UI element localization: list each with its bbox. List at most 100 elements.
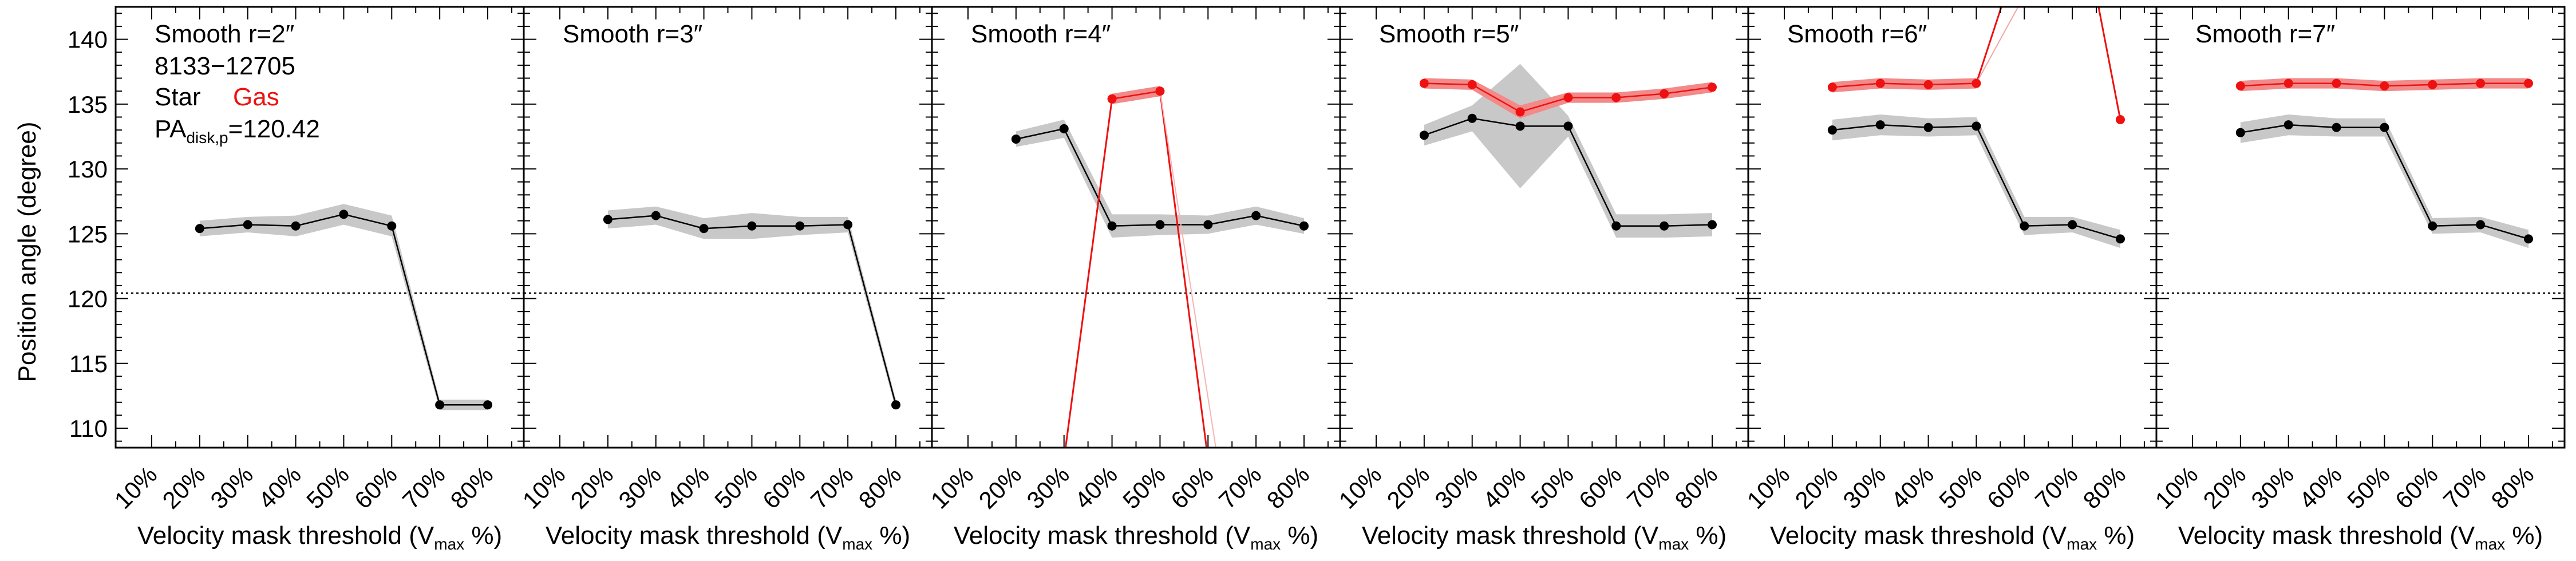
legend-gas: Gas (233, 83, 279, 111)
x-tick-label: 50% (1526, 461, 1579, 514)
x-tick-label: 40% (1477, 461, 1531, 514)
star-point (1660, 221, 1669, 231)
panel-title: Smooth r=5″ (1379, 20, 1519, 48)
star-point (1107, 221, 1117, 231)
x-tick-label: 80% (2078, 461, 2131, 514)
x-tick-label: 20% (2198, 461, 2251, 514)
x-tick-label: 60% (2390, 461, 2443, 514)
panel-title: Smooth r=2″ (155, 20, 294, 48)
x-axis-label: Velocity mask threshold (Vmax %) (2178, 522, 2543, 553)
x-tick-label: 30% (1021, 461, 1074, 514)
x-tick-label: 50% (1934, 461, 1987, 514)
panel-title: Smooth r=6″ (1787, 20, 1927, 48)
gas-line (1832, 82, 1977, 88)
gas-outlier-line (2097, 7, 2121, 120)
series-star (1011, 120, 1309, 238)
y-tick-label: 135 (68, 91, 108, 118)
star-point (1563, 121, 1573, 131)
star-point (795, 221, 805, 231)
series-star (1827, 114, 2125, 248)
x-tick-label: 30% (1429, 461, 1483, 514)
x-tick-label: 50% (709, 461, 762, 514)
legend-galaxy-id: 8133−12705 (155, 52, 295, 80)
gas-point (2524, 78, 2533, 88)
gas-outlier-line (1159, 91, 1216, 448)
x-axis-label: Velocity mask threshold (Vmax %) (1770, 522, 2135, 553)
legend-star: Star (155, 83, 201, 111)
x-tick-label: 20% (1382, 461, 1435, 514)
gas-point (1660, 89, 1669, 98)
x-axis-label: Velocity mask threshold (Vmax %) (137, 522, 502, 553)
x-tick-label: 70% (1622, 461, 1675, 514)
star-point (1155, 220, 1165, 230)
star-point (2235, 128, 2245, 137)
panel-2: 10%20%30%40%50%60%70%80% Smooth r=3″ Veloc… (517, 6, 933, 553)
x-tick-label: 70% (2438, 461, 2491, 514)
star-point (1059, 124, 1069, 133)
x-tick-label: 70% (2030, 461, 2083, 514)
gas-point (1107, 94, 1117, 104)
panel-4: 10%20%30%40%50%60%70%80% Smooth r=5″ Veloc… (1334, 6, 1749, 553)
star-point (2283, 120, 2293, 130)
series-gas (1064, 86, 1216, 448)
gas-point (2283, 78, 2293, 88)
gas-point (1708, 82, 1717, 92)
panel-title: Smooth r=3″ (563, 20, 702, 48)
star-uncertainty-band (2240, 114, 2528, 248)
star-point (1467, 113, 1477, 123)
gas-outlier-line (1159, 91, 1208, 448)
x-tick-label: 10% (926, 461, 979, 514)
panel-3: 10%20%30%40%50%60%70%80% Smooth r=4″ Veloc… (926, 6, 1341, 553)
x-tick-label: 70% (1214, 461, 1267, 514)
gas-point (1515, 107, 1525, 117)
x-tick-label: 70% (805, 461, 859, 514)
x-tick-label: 60% (1165, 461, 1219, 514)
x-tick-label: 20% (1790, 461, 1843, 514)
star-point (603, 215, 613, 224)
series-star (1419, 64, 1717, 238)
star-point (243, 220, 252, 230)
gas-point (1827, 82, 1837, 92)
x-axis-label: Velocity mask threshold (Vmax %) (954, 522, 1318, 553)
plot-area (524, 206, 932, 410)
x-axis-label: Velocity mask threshold (Vmax %) (1362, 522, 1726, 553)
x-tick-label: 60% (1982, 461, 2035, 514)
star-point (843, 220, 853, 230)
x-axis-label: Velocity mask threshold (Vmax %) (546, 522, 910, 553)
star-point (2428, 221, 2437, 231)
series-star (2235, 114, 2533, 248)
star-line (199, 214, 488, 406)
star-point (699, 224, 709, 234)
plot-area (2156, 78, 2565, 294)
star-point (1875, 120, 1885, 130)
star-uncertainty-band (1016, 120, 1304, 238)
x-tick-label: 10% (1742, 461, 1795, 514)
panel-6: 10%20%30%40%50%60%70%80% Smooth r=7″ Veloc… (2150, 6, 2566, 553)
x-tick-label: 80% (854, 461, 907, 514)
star-point (291, 221, 301, 231)
star-point (483, 400, 492, 410)
gas-point (2332, 78, 2341, 88)
x-tick-label: 10% (2150, 461, 2203, 514)
gas-point (2428, 80, 2437, 89)
star-point (1251, 211, 1261, 220)
x-tick-label: 50% (301, 461, 354, 514)
series-star (603, 206, 900, 410)
star-point (1923, 123, 1933, 132)
gas-point (2235, 81, 2245, 91)
star-point (891, 400, 900, 410)
x-tick-label: 60% (757, 461, 811, 514)
plot-area (1340, 64, 1748, 294)
panel-title: Smooth r=7″ (2195, 20, 2335, 48)
y-tick-label: 130 (68, 156, 108, 183)
series-gas (1419, 78, 1717, 118)
y-tick-label: 115 (69, 350, 108, 377)
star-point (2524, 234, 2533, 244)
x-tick-label: 10% (517, 461, 571, 514)
x-tick-label: 50% (1117, 461, 1171, 514)
legend-pa: PAdisk,p=120.42 (155, 115, 320, 147)
star-point (339, 210, 349, 219)
star-uncertainty-band (199, 204, 488, 410)
star-uncertainty-band (1424, 64, 1712, 238)
